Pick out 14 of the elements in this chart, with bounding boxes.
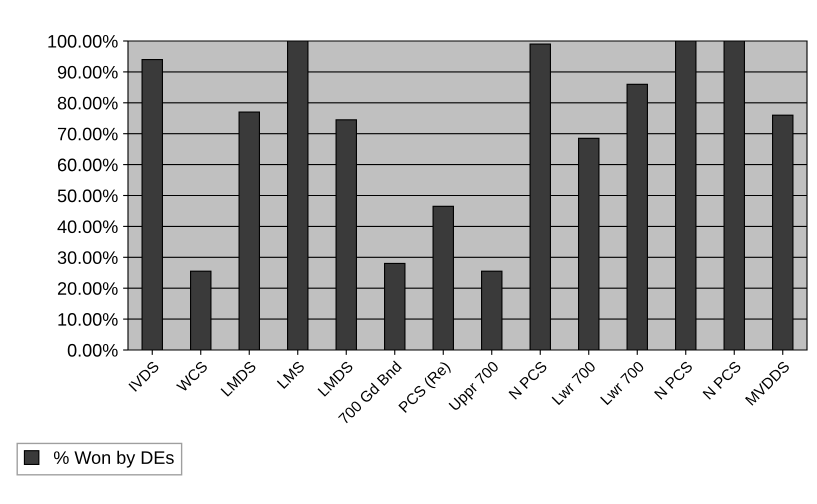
y-tick-label: 40.00% (57, 220, 118, 234)
y-tick-label: 10.00% (58, 313, 118, 326)
y-tick-label: 20.00% (58, 282, 118, 295)
x-tick-label: Lwr 700 (600, 360, 645, 406)
y-tick-label: 60.00% (58, 158, 118, 172)
y-tick-label: 90.00% (58, 66, 118, 79)
y-tick-label: 80.00% (58, 96, 118, 110)
y-tick-label: 0.00% (68, 344, 118, 357)
y-tick-label: 30.00% (58, 251, 118, 264)
y-tick-label: 50.00% (58, 189, 118, 202)
y-tick-label: 70.00% (58, 128, 118, 140)
y-tick-label: 100.00% (48, 34, 118, 48)
x-tick-label: Lwr 700 (551, 360, 596, 406)
legend-label: % Won by DEs (54, 450, 174, 468)
